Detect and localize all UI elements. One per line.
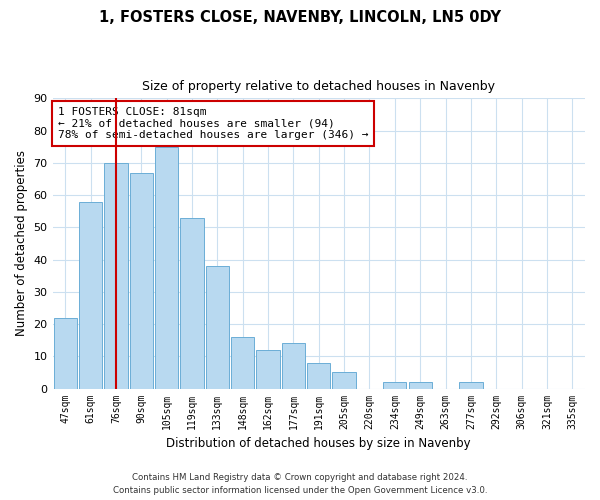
Text: Contains HM Land Registry data © Crown copyright and database right 2024.
Contai: Contains HM Land Registry data © Crown c… xyxy=(113,473,487,495)
Bar xyxy=(307,363,331,388)
Bar xyxy=(155,146,178,388)
Bar xyxy=(231,337,254,388)
Bar xyxy=(332,372,356,388)
Bar xyxy=(282,344,305,388)
Bar xyxy=(104,163,128,388)
Bar xyxy=(409,382,432,388)
Bar xyxy=(79,202,102,388)
Y-axis label: Number of detached properties: Number of detached properties xyxy=(15,150,28,336)
Bar xyxy=(256,350,280,389)
Bar xyxy=(383,382,406,388)
Text: 1 FOSTERS CLOSE: 81sqm
← 21% of detached houses are smaller (94)
78% of semi-det: 1 FOSTERS CLOSE: 81sqm ← 21% of detached… xyxy=(58,107,368,140)
Text: 1, FOSTERS CLOSE, NAVENBY, LINCOLN, LN5 0DY: 1, FOSTERS CLOSE, NAVENBY, LINCOLN, LN5 … xyxy=(99,10,501,25)
Bar xyxy=(53,318,77,388)
Bar xyxy=(206,266,229,388)
Title: Size of property relative to detached houses in Navenby: Size of property relative to detached ho… xyxy=(142,80,495,93)
Bar xyxy=(459,382,482,388)
Bar xyxy=(181,218,203,388)
X-axis label: Distribution of detached houses by size in Navenby: Distribution of detached houses by size … xyxy=(166,437,471,450)
Bar xyxy=(130,172,153,388)
